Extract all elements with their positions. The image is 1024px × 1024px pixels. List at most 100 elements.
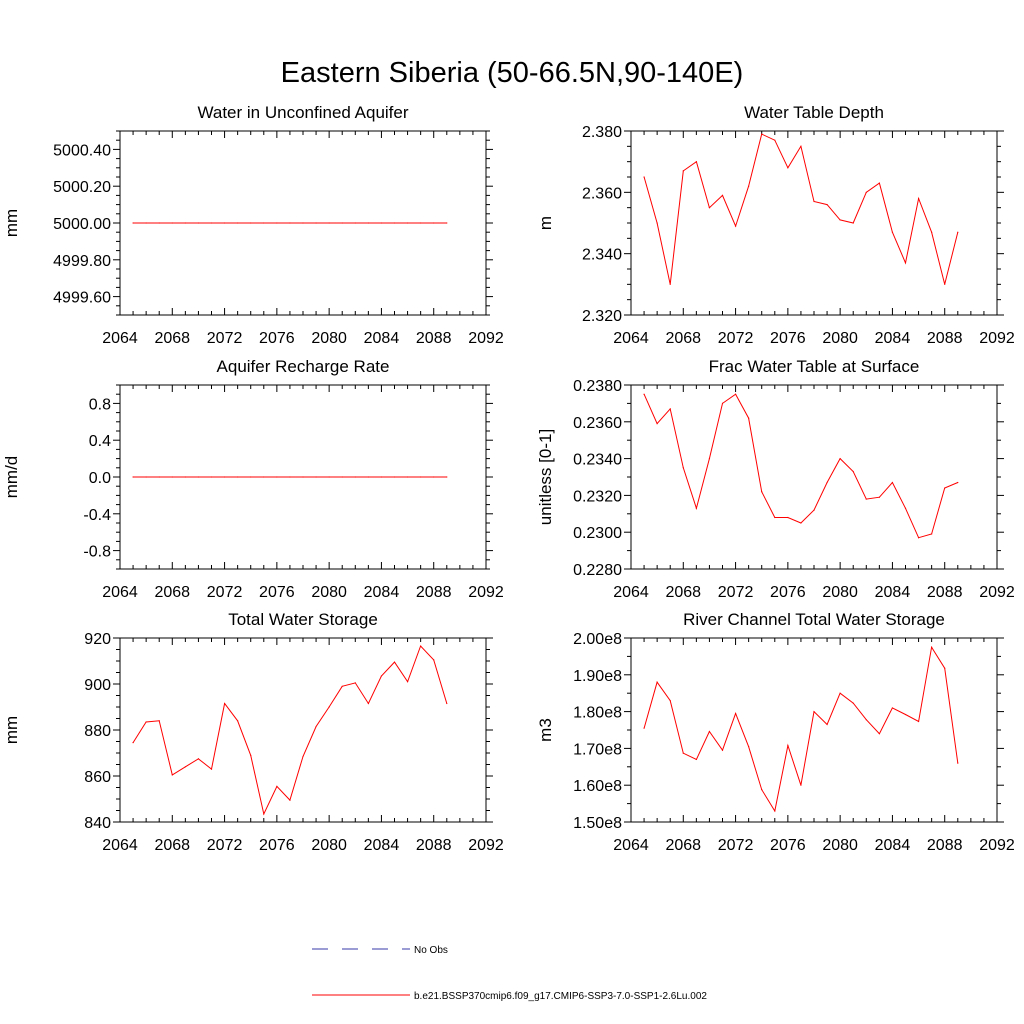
figure-title: Eastern Siberia (50-66.5N,90-140E) [281, 57, 744, 89]
data-point [852, 222, 854, 224]
data-point [446, 476, 448, 478]
chart-panels: 2064 2068 2072 2076 2080 2084 2088 2092 4999.60 4… [2, 103, 1015, 854]
x-tick-label: 2064 [102, 837, 138, 854]
y-axis-label: mm [2, 716, 21, 744]
x-tick-label: 2088 [927, 837, 963, 854]
x-tick-label: 2068 [154, 330, 190, 347]
data-point [223, 222, 226, 224]
x-tick-label: 2076 [259, 584, 295, 601]
data-point [944, 283, 946, 285]
plot-frame [630, 637, 998, 823]
data-point [380, 675, 383, 677]
y-axis-label: unitless [0-1] [536, 429, 555, 525]
data-point [367, 222, 369, 224]
data-point [210, 476, 213, 478]
data-point [158, 720, 160, 722]
y-tick-label: 2.320 [582, 308, 622, 325]
y-tick-label: 0.0 [89, 470, 111, 487]
series-line [643, 133, 959, 285]
x-tick-label: 2088 [927, 330, 963, 347]
data-point [276, 476, 278, 478]
panel-title: Water in Unconfined Aquifer [197, 103, 408, 122]
data-point [682, 170, 684, 172]
x-tick-label: 2080 [311, 837, 347, 854]
x-tick-label: 2084 [875, 584, 911, 601]
data-point [184, 476, 186, 478]
chart-panel-1: 2064 2068 2072 2076 2080 2084 2088 2092 4999.60 4… [2, 103, 504, 347]
data-point [197, 222, 200, 224]
data-point [315, 725, 317, 728]
y-tick-label: 2.360 [582, 185, 622, 202]
data-point [250, 222, 252, 224]
chart-panel-2: 2064 2068 2072 2076 2080 2084 2088 2092 2.320 2.3… [536, 103, 1015, 347]
data-point [957, 481, 959, 484]
x-tick-label: 2092 [468, 330, 504, 347]
data-point [184, 766, 186, 768]
data-point [800, 145, 802, 147]
data-point [171, 222, 173, 224]
data-point [708, 458, 711, 460]
x-tick-label: 2068 [154, 584, 190, 601]
y-tick-label: 840 [84, 815, 111, 832]
data-point [957, 762, 959, 764]
data-point [891, 231, 894, 233]
data-point [944, 487, 946, 489]
y-tick-label: -0.4 [83, 507, 111, 524]
y-tick-label: 1.70e8 [573, 741, 622, 758]
y-tick-label: 1.50e8 [573, 815, 622, 832]
data-point [813, 711, 815, 713]
y-tick-label: 0.2280 [573, 562, 622, 579]
data-point [433, 222, 435, 224]
data-point [354, 222, 356, 224]
data-point [708, 207, 711, 209]
y-tick-label: 5000.00 [53, 216, 111, 233]
x-tick-label: 2064 [613, 584, 649, 601]
y-tick-label: 4999.80 [53, 253, 111, 270]
x-tick-label: 2080 [311, 584, 347, 601]
data-point [446, 702, 448, 705]
panel-title: Frac Water Table at Surface [709, 357, 920, 376]
data-point [354, 476, 356, 478]
data-point [682, 467, 684, 469]
data-point [800, 784, 802, 786]
data-point [891, 707, 894, 709]
x-tick-label: 2072 [718, 584, 754, 601]
data-point [656, 423, 658, 425]
data-point [826, 723, 828, 726]
data-point [826, 204, 828, 206]
y-tick-label: 920 [84, 631, 111, 648]
data-point [761, 133, 763, 135]
data-point [852, 702, 854, 704]
data-point [721, 749, 724, 751]
x-tick-label: 2084 [364, 584, 400, 601]
x-tick-label: 2080 [822, 837, 858, 854]
data-point [197, 758, 200, 760]
series-line [132, 645, 448, 816]
data-point [132, 476, 134, 478]
x-tick-label: 2068 [665, 837, 701, 854]
legend-obs-label: No Obs [414, 945, 448, 956]
data-point [158, 222, 160, 224]
data-point [171, 476, 173, 478]
data-point [813, 509, 815, 511]
data-point [643, 176, 645, 178]
data-point [904, 507, 907, 509]
y-tick-label: 4999.60 [53, 290, 111, 307]
panel-title: Water Table Depth [744, 103, 884, 122]
x-tick-label: 2080 [822, 330, 858, 347]
y-tick-label: 860 [84, 769, 111, 786]
chart-panel-3: 2064 2068 2072 2076 2080 2084 2088 2092 -0.8 -0.4… [2, 357, 504, 601]
x-tick-label: 2068 [665, 584, 701, 601]
data-point [931, 231, 933, 233]
data-point [787, 516, 789, 519]
data-point [957, 231, 959, 233]
data-point [237, 222, 239, 224]
data-point [734, 225, 737, 227]
data-point [800, 522, 802, 524]
data-point [263, 476, 265, 478]
x-tick-label: 2092 [468, 837, 504, 854]
y-tick-label: 1.90e8 [573, 668, 622, 685]
y-tick-label: 1.80e8 [573, 705, 622, 722]
data-point [354, 682, 356, 684]
data-point [865, 191, 867, 193]
